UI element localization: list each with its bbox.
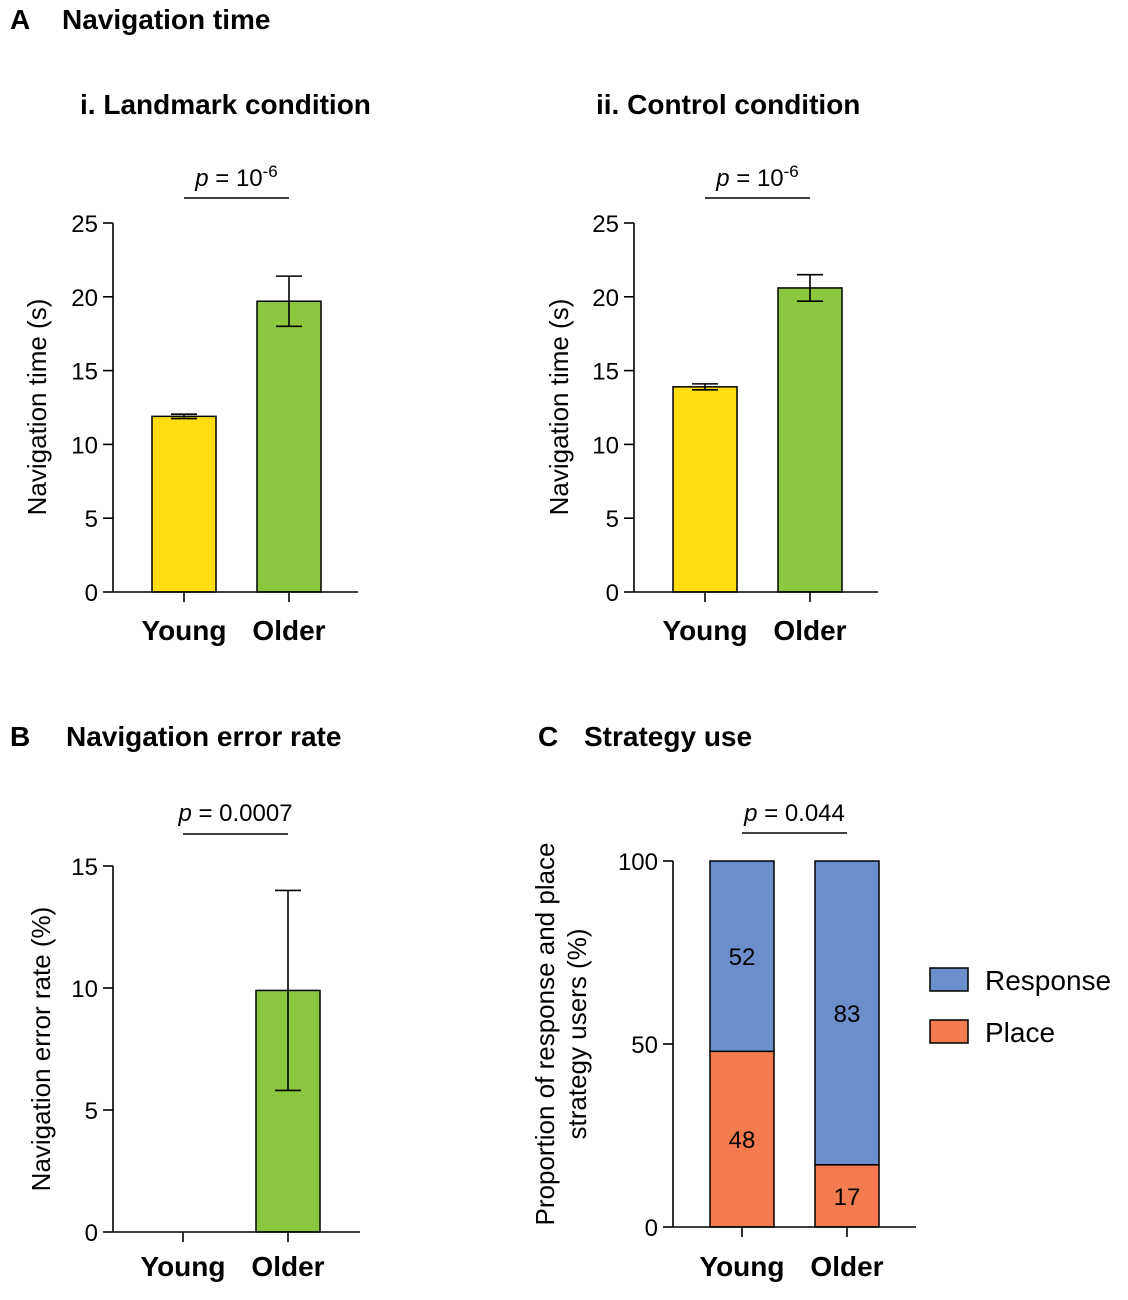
y-axis-label: Navigation time (s) [22, 299, 52, 516]
legend-response-label: Response [985, 965, 1111, 996]
y-tick-label: 10 [71, 432, 98, 459]
y-tick-label: 50 [631, 1032, 658, 1059]
y-tick-label: 5 [85, 506, 98, 533]
bar-older [777, 287, 843, 593]
y-tick-label: 10 [592, 432, 619, 459]
x-category-label-older: Older [252, 615, 325, 646]
control-chart-title: ii. Control condition [596, 89, 860, 120]
legend-response-swatch [929, 967, 969, 992]
y-tick-label: 25 [592, 211, 619, 238]
x-category-label-older: Older [773, 615, 846, 646]
bar-place-young [709, 1050, 775, 1228]
x-category-label-young: Young [140, 1251, 225, 1282]
y-axis-label: Navigation error rate (%) [26, 907, 56, 1192]
landmark-chart: 0 5 10 15 20 25 Young Older p = 10-6 Navigation t… [22, 162, 358, 646]
p-value-label: p = 0.044 [743, 800, 845, 827]
y-tick-label: 5 [85, 1098, 98, 1125]
panel-a-title: Navigation time [62, 4, 270, 35]
bar-response-young [709, 860, 775, 1053]
bar-place-older [814, 1164, 880, 1228]
legend-place-swatch [929, 1019, 969, 1044]
strategy-chart: 48 52 17 83 0 50 100 Young Older p = 0.044 Proport… [530, 800, 916, 1282]
y-tick-label: 25 [71, 211, 98, 238]
p-value-label: p = 10-6 [715, 162, 799, 192]
strategy-legend: Response Place [929, 965, 1111, 1048]
segment-label-place-older: 17 [834, 1184, 861, 1211]
y-tick-label: 20 [71, 285, 98, 312]
x-category-label-young: Young [141, 615, 226, 646]
segment-label-response-young: 52 [729, 944, 756, 971]
x-category-label-older: Older [251, 1251, 324, 1282]
p-value-label: p = 10-6 [194, 162, 278, 192]
legend-place-label: Place [985, 1017, 1055, 1048]
bar-young [672, 386, 738, 593]
x-category-label-young: Young [662, 615, 747, 646]
y-axis-label: Proportion of response and placestrategy… [530, 842, 592, 1225]
y-axis-label: Navigation time (s) [544, 299, 574, 516]
error-rate-chart: 0 5 10 15 Young Older p = 0.0007 Navigation err… [26, 800, 360, 1282]
y-tick-label: 15 [71, 854, 98, 881]
panel-c-title: Strategy use [584, 721, 752, 752]
y-tick-label: 100 [618, 849, 658, 876]
y-tick-label: 20 [592, 285, 619, 312]
x-category-label-young: Young [699, 1251, 784, 1282]
y-tick-label: 0 [85, 580, 98, 607]
segment-label-place-young: 48 [729, 1127, 756, 1154]
y-tick-label: 5 [606, 506, 619, 533]
panel-c-letter: C [538, 721, 558, 752]
y-tick-label: 0 [606, 580, 619, 607]
y-tick-label: 15 [71, 359, 98, 386]
control-chart: 0 5 10 15 20 25 Young Older p = 10-6 Navigation t… [544, 162, 878, 646]
bar-older [256, 300, 322, 593]
panel-b-letter: B [10, 721, 30, 752]
segment-label-response-older: 83 [834, 1001, 861, 1028]
panel-b-title: Navigation error rate [66, 721, 341, 752]
bar-young [151, 415, 217, 593]
bar-response-older [814, 860, 880, 1166]
y-tick-label: 0 [85, 1220, 98, 1247]
y-tick-label: 15 [592, 359, 619, 386]
landmark-chart-title: i. Landmark condition [80, 89, 371, 120]
y-tick-label: 0 [645, 1215, 658, 1242]
x-category-label-older: Older [810, 1251, 883, 1282]
panel-a-letter: A [10, 4, 30, 35]
y-tick-label: 10 [71, 976, 98, 1003]
p-value-label: p = 0.0007 [177, 800, 292, 827]
